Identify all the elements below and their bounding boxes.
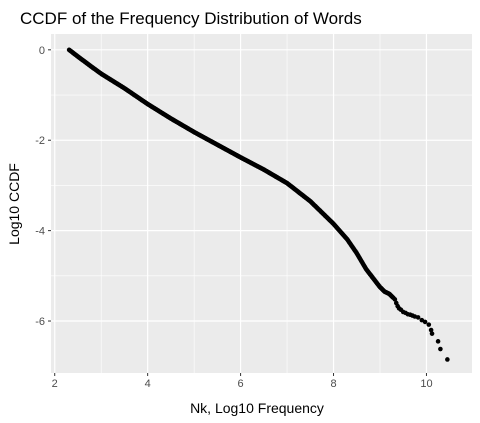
- y-tick-label: 0: [39, 45, 45, 57]
- y-tick-label: -4: [35, 226, 45, 238]
- data-point: [445, 357, 450, 362]
- chart-title: CCDF of the Frequency Distribution of Wo…: [20, 9, 362, 28]
- x-tick-label: 6: [238, 378, 244, 390]
- data-point: [429, 331, 435, 336]
- plot-panel: [51, 34, 472, 373]
- data-point: [426, 322, 432, 327]
- data-point: [392, 297, 398, 302]
- grid-major: [51, 34, 472, 373]
- y-axis-title: Log10 CCDF: [6, 163, 22, 245]
- x-tick-label: 8: [330, 378, 336, 390]
- data-point: [422, 319, 428, 325]
- y-tick-label: -6: [35, 316, 45, 328]
- x-tick-label: 4: [145, 378, 151, 390]
- x-axis-title: Nk, Log10 Frequency: [190, 400, 324, 416]
- data-points: [66, 47, 450, 362]
- y-axis: 0 -2 -4 -6: [35, 45, 51, 328]
- data-point: [428, 327, 434, 333]
- data-point: [435, 339, 441, 344]
- data-point: [415, 315, 421, 320]
- x-axis: 2 4 6 8 10: [52, 373, 433, 390]
- grid-minor: [51, 34, 472, 373]
- x-tick-label: 2: [52, 378, 58, 390]
- y-tick-label: -2: [35, 135, 45, 147]
- data-point: [438, 346, 443, 352]
- x-tick-label: 10: [420, 378, 432, 390]
